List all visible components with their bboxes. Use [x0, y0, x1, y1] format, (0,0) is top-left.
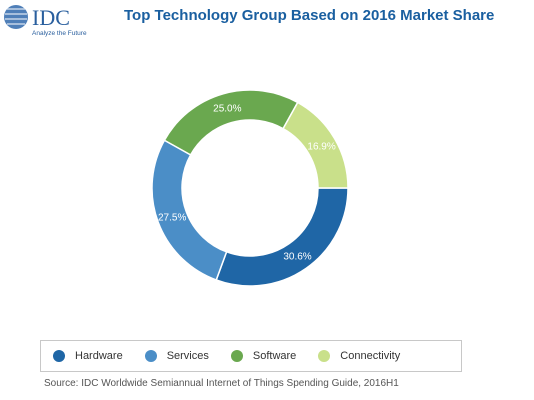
- legend-label: Hardware: [75, 350, 123, 362]
- legend-label: Software: [252, 350, 297, 362]
- page-title: Top Technology Group Based on 2016 Marke…: [124, 7, 495, 24]
- logo-tagline: Analyze the Future: [32, 30, 87, 37]
- legend-item-hardware[interactable]: Hardware: [53, 350, 123, 362]
- slice-software[interactable]: [163, 89, 299, 156]
- slice-label-software: 25.0%: [213, 104, 241, 115]
- slice-services[interactable]: [151, 139, 228, 281]
- legend-label: Services: [166, 350, 209, 362]
- slice-label-hardware: 30.6%: [283, 252, 311, 263]
- legend-item-software[interactable]: Software: [230, 350, 297, 362]
- slice-label-services: 27.5%: [158, 212, 186, 223]
- logo-text: IDC: [32, 5, 70, 30]
- legend-swatch-software: [230, 350, 243, 362]
- slice-label-connectivity: 16.9%: [307, 141, 335, 152]
- legend-item-services[interactable]: Services: [144, 350, 209, 362]
- slice-hardware[interactable]: [215, 187, 349, 287]
- legend-item-connectivity[interactable]: Connectivity: [318, 350, 400, 362]
- legend-swatch-connectivity: [318, 350, 331, 362]
- source-note: Source: IDC Worldwide Semiannual Interne…: [44, 378, 399, 389]
- legend-swatch-services: [144, 350, 157, 362]
- header: IDC Analyze the Future Top Technology Gr…: [0, 0, 534, 40]
- idc-logo: IDC Analyze the Future: [4, 5, 87, 37]
- legend-label: Connectivity: [340, 350, 401, 362]
- chart-legend: Hardware Services Software Connectivity: [40, 340, 462, 372]
- slice-connectivity[interactable]: [282, 101, 349, 189]
- legend-swatch-hardware: [53, 350, 65, 362]
